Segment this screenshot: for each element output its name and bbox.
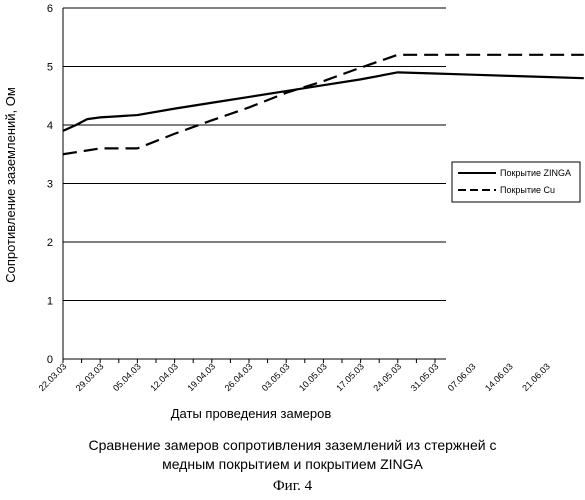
y-tick-labels: 0 1 2 3 4 5 6 <box>47 3 53 366</box>
x-tick-label: 29.03.03 <box>74 361 106 393</box>
legend-label-zinga: Покрытие ZINGA <box>500 168 571 178</box>
series-line-zinga <box>63 72 584 131</box>
x-tick-label: 24.05.03 <box>371 361 403 393</box>
x-tick-label: 07.06.03 <box>446 361 478 393</box>
caption-line-1: Сравнение замеров сопротивления заземлен… <box>0 436 585 454</box>
x-axis-title: Даты проведения замеров <box>171 406 332 421</box>
y-tick-label: 1 <box>47 296 53 308</box>
x-tick-label: 03.05.03 <box>260 361 292 393</box>
y-tick-label: 3 <box>47 179 53 191</box>
axes <box>63 8 446 363</box>
figure-label: Фиг. 4 <box>0 478 585 495</box>
y-tick-label: 5 <box>47 62 53 74</box>
y-tick-label: 2 <box>47 237 53 249</box>
x-tick-label: 26.04.03 <box>223 361 255 393</box>
x-tick-label: 17.05.03 <box>334 361 366 393</box>
x-tick-label: 05.04.03 <box>111 361 143 393</box>
x-tick-label: 19.04.03 <box>185 361 217 393</box>
x-tick-label: 31.05.03 <box>409 361 441 393</box>
y-tick-label: 0 <box>47 354 53 366</box>
caption-line-2: медным покрытием и покрытием ZINGA <box>0 455 585 473</box>
grid <box>63 8 446 359</box>
x-tick-label: 12.04.03 <box>148 361 180 393</box>
series-lines <box>63 55 584 154</box>
x-tick-label: 10.05.03 <box>297 361 329 393</box>
legend: Покрытие ZINGA Покрытие Cu <box>452 162 580 202</box>
y-tick-label: 4 <box>47 120 53 132</box>
series-line-cu <box>63 55 584 154</box>
x-tick-label: 21.06.03 <box>520 361 552 393</box>
y-tick-label: 6 <box>47 3 53 15</box>
x-tick-labels: 22.03.0329.03.0305.04.0312.04.0319.04.03… <box>37 361 552 393</box>
x-tick-label: 14.06.03 <box>483 361 515 393</box>
x-tick-label: 22.03.03 <box>37 361 69 393</box>
y-axis-title: Сопротивление заземлений, Ом <box>3 87 18 283</box>
legend-label-cu: Покрытие Cu <box>500 185 555 195</box>
